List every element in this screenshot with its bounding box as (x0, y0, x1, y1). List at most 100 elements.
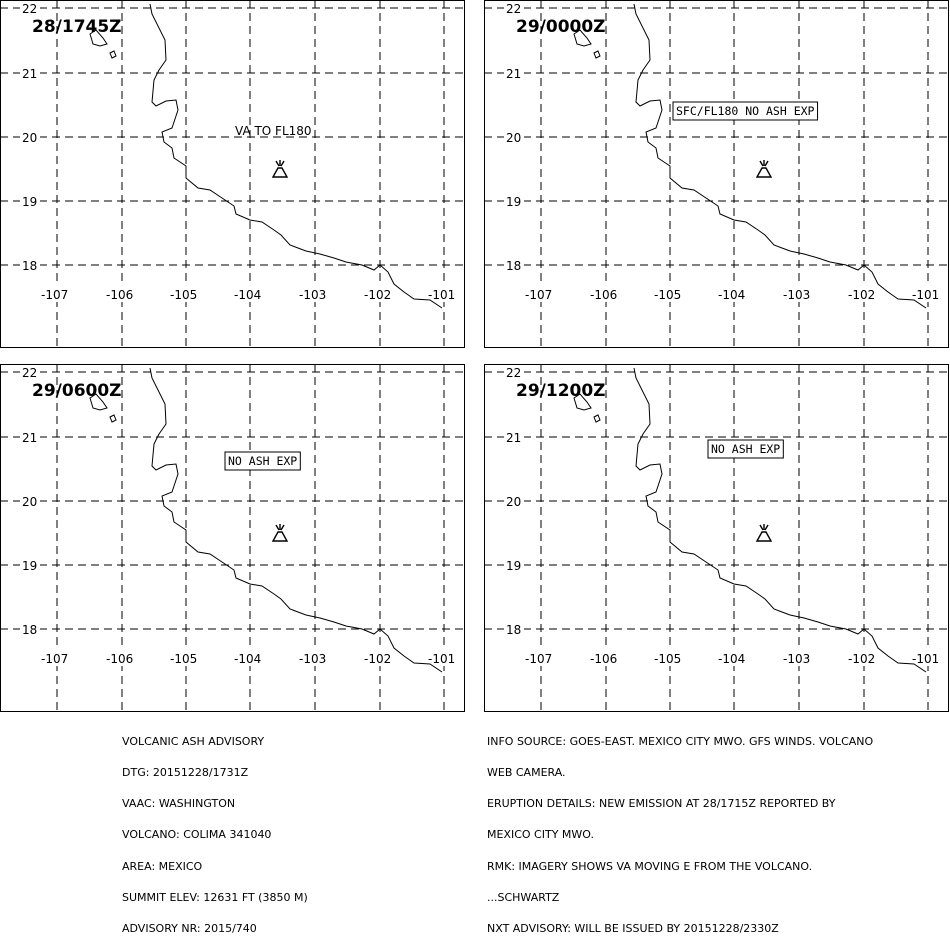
latitude-label: 19 (506, 559, 521, 573)
label-background (504, 66, 524, 80)
longitude-label: -101 (912, 652, 939, 666)
forecast-time-label: 29/0600Z (32, 381, 122, 401)
latitude-label: 22 (22, 366, 37, 380)
forecast-time-label: 29/1200Z (516, 381, 606, 401)
volcano-icon (271, 524, 289, 542)
footer-line: VOLCANO: COLIMA 341040 (122, 828, 272, 842)
longitude-label: -107 (41, 652, 68, 666)
latitude-label: 22 (506, 366, 521, 380)
label-background (168, 650, 202, 666)
label-background (504, 258, 524, 272)
longitude-label: -102 (848, 288, 875, 302)
longitude-label: -103 (299, 652, 326, 666)
map-panel-1: 22 21 20 19 18 -107 -106 -105 -104 -103 -102 -101 28… (0, 0, 465, 348)
advisory-details-right: INFO SOURCE: GOES-EAST. MEXICO CITY MWO.… (487, 716, 947, 945)
latitude-label: 21 (22, 431, 37, 445)
latitude-label: 19 (22, 559, 37, 573)
footer-line: WEB CAMERA. (487, 766, 566, 780)
label-background (20, 66, 40, 80)
longitude-label: -105 (170, 652, 197, 666)
longitude-label: -107 (525, 652, 552, 666)
longitude-label: -105 (654, 652, 681, 666)
label-background (426, 286, 460, 302)
label-background (910, 650, 944, 666)
island (573, 393, 592, 411)
longitude-label: -105 (170, 288, 197, 302)
map-panel-3: 22 21 20 19 18 -107 -106 -105 -104 -103 -102 -101 29… (0, 364, 465, 712)
latitude-label: 18 (506, 623, 521, 637)
latitude-label: 19 (22, 195, 37, 209)
latitude-label: 20 (506, 131, 521, 145)
map-frame (0, 364, 465, 712)
map-svg: 22 21 20 19 18 -107 -106 -105 -104 -103 -102 -101 29… (484, 364, 949, 712)
label-background (20, 494, 40, 508)
longitude-label: -102 (848, 652, 875, 666)
island (573, 29, 592, 47)
island (593, 414, 601, 423)
longitude-label: -103 (783, 652, 810, 666)
label-background (39, 286, 73, 302)
longitude-label: -103 (783, 288, 810, 302)
label-background (504, 365, 524, 379)
note-box (672, 101, 819, 121)
longitude-label: -104 (718, 652, 745, 666)
map-frame (0, 0, 465, 348)
map-panel-2: 22 21 20 19 18 -107 -106 -105 -104 -103 -102 -101 29… (484, 0, 949, 348)
label-background (20, 130, 40, 144)
label-background (20, 1, 40, 15)
coastline (633, 3, 927, 309)
coastline (149, 367, 443, 673)
latitude-label: 20 (506, 495, 521, 509)
label-background (426, 650, 460, 666)
ash-forecast-note: NO ASH EXP (711, 442, 780, 456)
latitude-label: 18 (22, 623, 37, 637)
label-background (504, 1, 524, 15)
label-background (652, 650, 686, 666)
ash-forecast-note: NO ASH EXP (228, 454, 297, 468)
label-background (781, 650, 815, 666)
latitude-label: 22 (506, 2, 521, 16)
longitude-label: -106 (590, 652, 617, 666)
footer-line: AREA: MEXICO (122, 859, 203, 873)
longitude-label: -104 (234, 652, 261, 666)
label-background (504, 494, 524, 508)
label-background (910, 286, 944, 302)
longitude-label: -102 (364, 288, 391, 302)
label-background (362, 286, 396, 302)
label-background (20, 558, 40, 572)
island (593, 50, 601, 59)
label-background (362, 650, 396, 666)
longitude-label: -101 (428, 288, 455, 302)
label-background (504, 194, 524, 208)
footer-line: INFO SOURCE: GOES-EAST. MEXICO CITY MWO.… (487, 734, 874, 748)
map-frame (484, 364, 949, 712)
label-background (20, 430, 40, 444)
label-background (297, 286, 331, 302)
label-background (20, 365, 40, 379)
longitude-label: -104 (718, 288, 745, 302)
longitude-label: -101 (912, 288, 939, 302)
volcano-icon (755, 524, 773, 542)
label-background (168, 286, 202, 302)
latitude-label: 20 (22, 131, 37, 145)
label-background (20, 622, 40, 636)
longitude-label: -101 (428, 652, 455, 666)
label-background (781, 286, 815, 302)
footer-line: ADVISORY NR: 2015/740 (122, 922, 257, 936)
island (109, 414, 117, 423)
label-background (232, 286, 266, 302)
label-background (846, 650, 880, 666)
map-panel-4: 22 21 20 19 18 -107 -106 -105 -104 -103 -102 -101 29… (484, 364, 949, 712)
label-background (104, 650, 138, 666)
map-svg: 22 21 20 19 18 -107 -106 -105 -104 -103 -102 -101 29… (0, 364, 465, 712)
map-frame (484, 0, 949, 348)
ash-forecast-note: SFC/FL180 NO ASH EXP (676, 104, 815, 118)
volcano-icon (755, 160, 773, 178)
footer-line: VAAC: WASHINGTON (122, 797, 236, 811)
forecast-time-label: 28/1745Z (32, 17, 122, 37)
label-background (652, 286, 686, 302)
longitude-label: -106 (590, 288, 617, 302)
latitude-label: 20 (22, 495, 37, 509)
footer-line: SUMMIT ELEV: 12631 FT (3850 M) (122, 890, 308, 904)
island (89, 393, 108, 411)
